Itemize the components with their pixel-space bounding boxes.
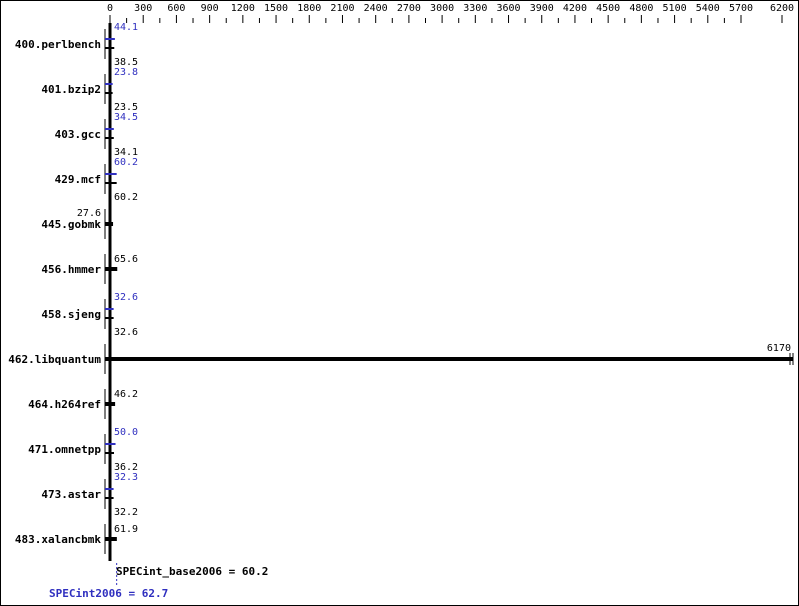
base-bar (105, 537, 117, 541)
peak-bar (105, 173, 117, 175)
peak-bar (105, 308, 114, 310)
peak-value-label: 32.6 (114, 292, 138, 303)
base-bar (105, 497, 114, 499)
x-tick-label: 2700 (397, 3, 421, 14)
base-value-label: 36.2 (114, 462, 138, 473)
category-label: 401.bzip2 (41, 83, 101, 96)
category-label: 400.perlbench (15, 38, 101, 51)
x-tick-label: 3300 (463, 3, 487, 14)
x-tick-label: 5100 (663, 3, 687, 14)
base-value-label: 32.2 (114, 507, 138, 518)
peak-value-label: 23.8 (114, 67, 138, 78)
base-bar (105, 137, 114, 139)
peak-value-label: 34.5 (114, 112, 138, 123)
x-tick-label: 3900 (530, 3, 554, 14)
base-value-label: 32.6 (114, 327, 138, 338)
base-summary: SPECint_base2006 = 60.2 (116, 565, 268, 578)
base-value-label: 61.9 (114, 524, 138, 535)
base-bar (105, 222, 114, 226)
x-tick-label: 900 (201, 3, 219, 14)
x-tick-label: 6200 (770, 3, 794, 14)
x-tick-label: 3600 (496, 3, 520, 14)
base-bar (105, 182, 117, 184)
base-bar (105, 267, 118, 271)
peak-value-label: 60.2 (114, 157, 138, 168)
x-tick-label: 3000 (430, 3, 454, 14)
base-bar (105, 47, 115, 49)
base-value-label: 34.1 (114, 147, 138, 158)
category-label: 471.omnetpp (28, 443, 101, 456)
peak-summary: SPECint2006 = 62.7 (49, 587, 168, 600)
base-value-label: 46.2 (114, 389, 138, 400)
category-label: 458.sjeng (41, 308, 101, 321)
peak-bar (105, 443, 116, 445)
x-tick-label: 5700 (729, 3, 753, 14)
x-tick-label: 4200 (563, 3, 587, 14)
x-tick-label: 1500 (264, 3, 288, 14)
x-tick-label: 4800 (629, 3, 653, 14)
base-bar (105, 92, 113, 94)
x-tick-label: 4500 (596, 3, 620, 14)
base-bar (105, 452, 115, 454)
base-bar (105, 402, 116, 406)
category-label: 445.gobmk (41, 218, 101, 231)
base-value-label: 60.2 (114, 192, 138, 203)
peak-bar (105, 488, 114, 490)
base-value-label: 27.6 (77, 208, 101, 219)
category-label: 473.astar (41, 488, 101, 501)
category-label: 429.mcf (55, 173, 101, 186)
base-value-label: 65.6 (114, 254, 138, 265)
x-tick-label: 1800 (297, 3, 321, 14)
peak-bar (105, 38, 115, 40)
category-label: 483.xalancbmk (15, 533, 101, 546)
base-bar (105, 317, 114, 319)
base-bar (105, 357, 794, 361)
category-label: 456.hmmer (41, 263, 101, 276)
x-tick-label: 600 (167, 3, 185, 14)
category-label: 462.libquantum (8, 353, 101, 366)
category-label: 403.gcc (55, 128, 101, 141)
base-value-label: 6170 (767, 343, 791, 354)
x-tick-label: 5400 (696, 3, 720, 14)
peak-bar (105, 83, 113, 85)
peak-bar (105, 128, 114, 130)
base-value-label: 38.5 (114, 57, 138, 68)
category-label: 464.h264ref (28, 398, 101, 411)
peak-value-label: 44.1 (114, 22, 138, 33)
x-tick-label: 2400 (364, 3, 388, 14)
peak-value-label: 32.3 (114, 472, 138, 483)
x-tick-label: 1200 (231, 3, 255, 14)
x-tick-label: 2100 (330, 3, 354, 14)
peak-value-label: 50.0 (114, 427, 138, 438)
x-tick-label: 300 (134, 3, 152, 14)
x-tick-label: 0 (107, 3, 113, 14)
base-value-label: 23.5 (114, 102, 138, 113)
